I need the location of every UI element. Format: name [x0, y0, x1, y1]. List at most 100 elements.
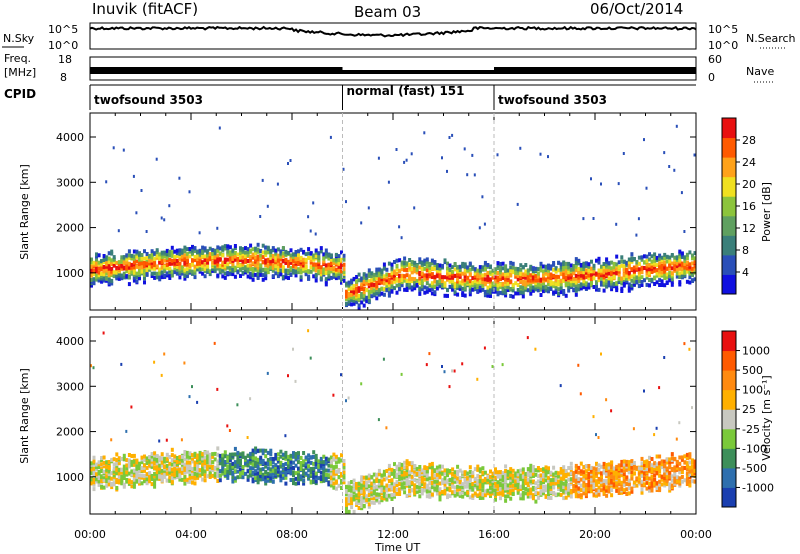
- data-cell: [226, 472, 230, 477]
- data-cell: [637, 269, 641, 274]
- data-cell: [367, 284, 371, 289]
- data-cell: [584, 486, 588, 491]
- data-cell: [90, 283, 93, 288]
- data-cell: [562, 264, 566, 269]
- data-cell: [319, 272, 323, 277]
- data-cell: [547, 475, 550, 480]
- data-cell: [269, 462, 273, 467]
- data-cell: [233, 452, 237, 457]
- data-cell: [246, 474, 250, 479]
- data-cell: [552, 480, 556, 485]
- data-cell: [428, 261, 432, 266]
- data-cell: [423, 477, 427, 482]
- data-cell: [526, 274, 530, 279]
- data-cell: [473, 274, 477, 279]
- data-cell: [264, 470, 268, 474]
- data-cell: [130, 262, 134, 267]
- data-cell: [140, 481, 144, 486]
- data-cell: [428, 494, 432, 499]
- data-cell: [324, 248, 328, 253]
- data-cell: [468, 289, 472, 294]
- data-cell: [645, 480, 649, 485]
- data-cell: [531, 493, 535, 498]
- data-cell: [196, 256, 200, 261]
- data-cell: [284, 475, 288, 480]
- data-cell: [226, 458, 230, 463]
- data-cell: [605, 268, 609, 273]
- data-cell: [163, 250, 167, 255]
- data-cell: [143, 463, 146, 468]
- data-cell: [607, 489, 611, 494]
- data-cell: [201, 477, 205, 482]
- data-cell: [271, 468, 275, 473]
- data-cell: [610, 468, 614, 473]
- data-cell: [180, 269, 184, 274]
- data-cell: [635, 476, 639, 481]
- data-cell: [375, 497, 379, 502]
- data-cell: [140, 261, 144, 266]
- data-cell: [90, 364, 92, 368]
- data-cell: [428, 352, 431, 356]
- data-cell: [135, 469, 139, 474]
- data-cell: [342, 480, 346, 485]
- data-cell: [251, 252, 255, 257]
- data-cell: [150, 255, 154, 260]
- data-cell: [673, 267, 677, 272]
- data-cell: [683, 268, 687, 273]
- data-cell: [486, 474, 490, 479]
- data-cell: [403, 278, 407, 283]
- data-cell: [683, 230, 686, 233]
- data-cell: [627, 286, 631, 291]
- data-cell: [463, 477, 467, 482]
- data-cell: [246, 436, 249, 439]
- data-cell: [284, 271, 288, 276]
- data-cell: [403, 465, 407, 470]
- data-cell: [294, 481, 298, 486]
- data-cell: [544, 473, 548, 478]
- data-cell: [95, 261, 98, 266]
- data-cell: [327, 256, 331, 261]
- data-cell: [577, 465, 581, 470]
- data-cell: [307, 276, 311, 281]
- data-cell: [446, 293, 449, 298]
- data-cell: [259, 477, 263, 482]
- data-cell: [645, 271, 649, 276]
- data-cell: [448, 270, 452, 275]
- data-cell: [579, 488, 583, 493]
- data-cell: [292, 347, 294, 351]
- data-cell: [122, 482, 126, 487]
- data-cell: [529, 278, 533, 283]
- data-cell: [102, 464, 106, 469]
- data-cell: [132, 275, 136, 280]
- data-cell: [216, 262, 220, 267]
- data-cell: [549, 478, 553, 483]
- data-cell: [357, 288, 361, 293]
- data-cell: [97, 275, 101, 280]
- data-cell: [547, 484, 550, 489]
- data-cell: [458, 476, 462, 480]
- data-cell: [231, 269, 235, 274]
- data-cell: [685, 256, 689, 260]
- data-cell: [294, 451, 298, 456]
- data-cell: [425, 259, 429, 264]
- data-cell: [337, 260, 341, 265]
- data-cell: [185, 469, 189, 474]
- data-cell: [494, 282, 497, 287]
- data-cell: [193, 474, 197, 479]
- data-cell: [632, 272, 636, 277]
- data-cell: [281, 258, 285, 263]
- data-cell: [233, 476, 237, 481]
- data-cell: [393, 485, 396, 490]
- data-cell: [643, 266, 646, 270]
- data-cell: [309, 229, 312, 233]
- data-cell: [562, 472, 566, 477]
- data-cell: [309, 467, 313, 471]
- data-cell: [554, 266, 558, 271]
- data-cell: [173, 473, 177, 478]
- data-cell: [496, 473, 500, 478]
- data-cell: [150, 258, 154, 263]
- data-cell: [327, 266, 331, 271]
- data-cell: [165, 258, 169, 263]
- data-cell: [398, 492, 402, 496]
- data-cell: [443, 491, 447, 496]
